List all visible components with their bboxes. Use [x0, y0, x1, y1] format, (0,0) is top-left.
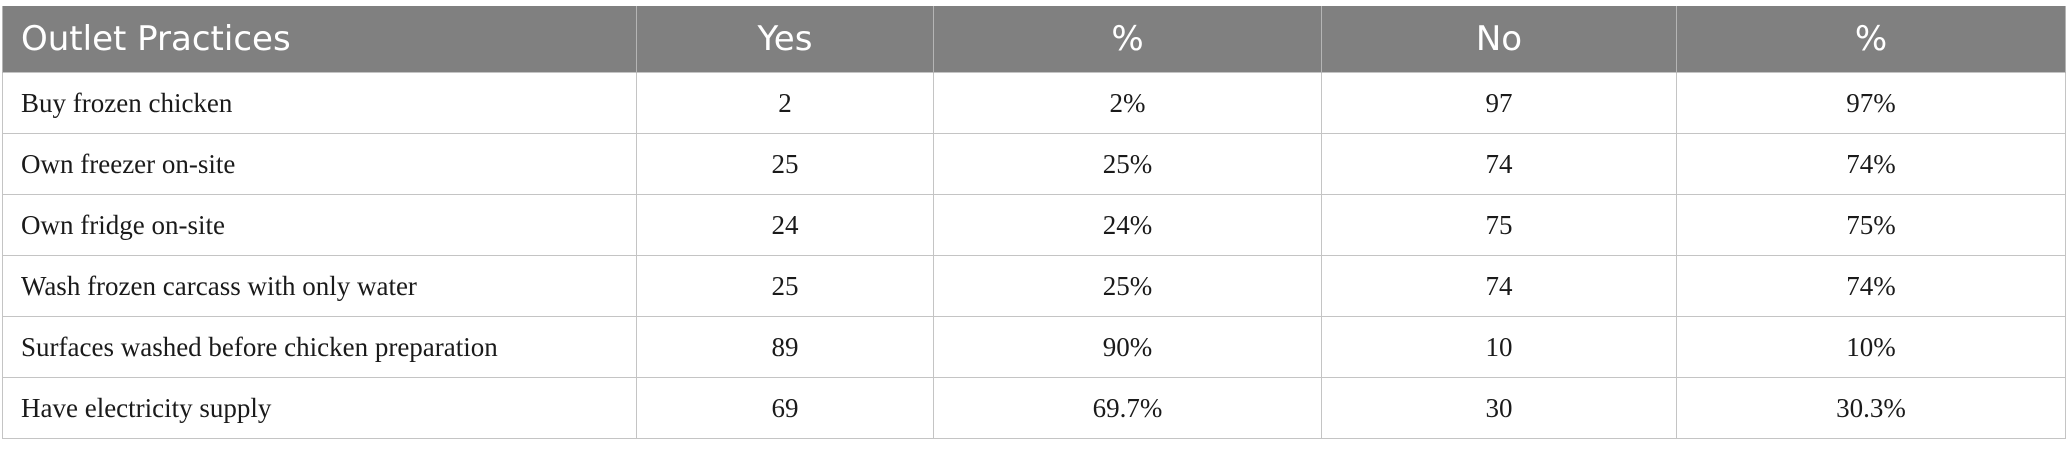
table-row: Own freezer on-site 25 25% 74 74% — [2, 133, 2066, 195]
header-yes-percent: % — [933, 6, 1322, 73]
yes-percent-cell: 90% — [933, 316, 1322, 378]
practice-cell: Own fridge on-site — [2, 194, 637, 256]
table-row: Wash frozen carcass with only water 25 2… — [2, 255, 2066, 317]
no-count-cell: 97 — [1321, 72, 1677, 134]
no-percent-cell: 74% — [1676, 255, 2066, 317]
practice-cell: Have electricity supply — [2, 377, 637, 439]
header-no: No — [1321, 6, 1677, 73]
practice-cell: Own freezer on-site — [2, 133, 637, 195]
yes-count-cell: 2 — [636, 72, 934, 134]
practice-cell: Wash frozen carcass with only water — [2, 255, 637, 317]
yes-percent-cell: 69.7% — [933, 377, 1322, 439]
practice-cell: Surfaces washed before chicken preparati… — [2, 316, 637, 378]
header-yes: Yes — [636, 6, 934, 73]
outlet-practices-table: Outlet Practices Yes % No % Buy frozen c… — [2, 6, 2066, 439]
no-count-cell: 30 — [1321, 377, 1677, 439]
header-outlet-practices: Outlet Practices — [2, 6, 637, 73]
no-percent-cell: 74% — [1676, 133, 2066, 195]
table-row: Own fridge on-site 24 24% 75 75% — [2, 194, 2066, 256]
yes-percent-cell: 25% — [933, 255, 1322, 317]
no-percent-cell: 97% — [1676, 72, 2066, 134]
yes-percent-cell: 24% — [933, 194, 1322, 256]
table-header-row: Outlet Practices Yes % No % — [2, 6, 2066, 73]
no-percent-cell: 10% — [1676, 316, 2066, 378]
practice-cell: Buy frozen chicken — [2, 72, 637, 134]
yes-percent-cell: 2% — [933, 72, 1322, 134]
no-percent-cell: 30.3% — [1676, 377, 2066, 439]
yes-count-cell: 24 — [636, 194, 934, 256]
no-count-cell: 74 — [1321, 133, 1677, 195]
table-row: Surfaces washed before chicken preparati… — [2, 316, 2066, 378]
outlet-practices-table-container: Outlet Practices Yes % No % Buy frozen c… — [2, 6, 2066, 439]
table-row: Have electricity supply 69 69.7% 30 30.3… — [2, 377, 2066, 439]
yes-percent-cell: 25% — [933, 133, 1322, 195]
yes-count-cell: 25 — [636, 133, 934, 195]
no-percent-cell: 75% — [1676, 194, 2066, 256]
yes-count-cell: 25 — [636, 255, 934, 317]
header-no-percent: % — [1676, 6, 2066, 73]
no-count-cell: 10 — [1321, 316, 1677, 378]
yes-count-cell: 69 — [636, 377, 934, 439]
no-count-cell: 75 — [1321, 194, 1677, 256]
yes-count-cell: 89 — [636, 316, 934, 378]
table-row: Buy frozen chicken 2 2% 97 97% — [2, 72, 2066, 134]
no-count-cell: 74 — [1321, 255, 1677, 317]
